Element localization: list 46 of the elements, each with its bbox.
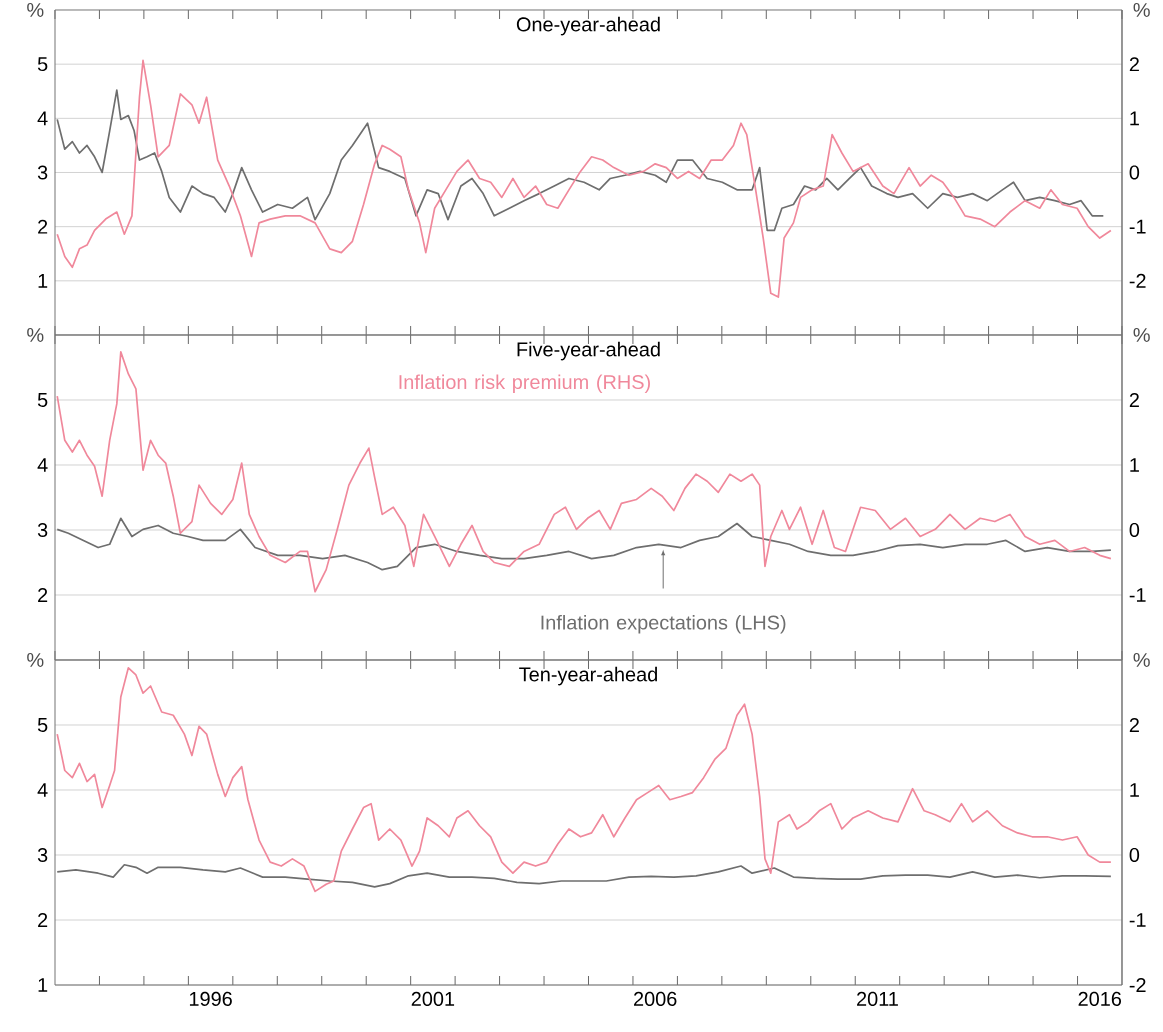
y2-axis-title: % — [1133, 328, 1150, 342]
y2-tick-label: 0 — [1129, 847, 1140, 863]
y-tick-label: 3 — [37, 847, 48, 863]
y-axis-title: % — [27, 328, 44, 342]
y2-tick-label: 0 — [1129, 522, 1140, 538]
y2-tick-label: -1 — [1129, 588, 1146, 602]
y2-tick-label: 1 — [1130, 783, 1139, 797]
line-series — [56, 666, 1112, 893]
y2-tick-label: 2 — [1129, 718, 1139, 732]
x-tick-label: 2001 — [411, 991, 455, 1006]
y-tick-label: 3 — [37, 522, 48, 538]
y2-tick-label: -1 — [1129, 219, 1146, 234]
y-tick-label: 2 — [38, 219, 48, 234]
y2-axis-title: % — [1133, 3, 1150, 17]
y2-tick-label: 0 — [1129, 165, 1140, 180]
y-axis-title: % — [27, 3, 44, 17]
x-tick-label: 2016 — [1078, 991, 1122, 1006]
chart-title: Ten-year-ahead — [519, 666, 657, 686]
y2-tick-label: 1 — [1130, 111, 1139, 126]
y2-tick-label: 2 — [1129, 57, 1139, 72]
text: Inflation expectations (LHS) — [541, 614, 786, 634]
y2-tick-label: -2 — [1129, 978, 1146, 992]
line-series — [56, 59, 1112, 298]
x-tick-label: 1996 — [189, 991, 232, 1006]
y2-tick-label: -1 — [1129, 913, 1146, 927]
x-tick-label: 2006 — [634, 991, 677, 1006]
chart-title: Five-year-ahead — [517, 341, 660, 361]
y-tick-label: 5 — [37, 57, 48, 72]
text: Inflation risk premium (RHS) — [399, 374, 650, 394]
y-tick-label: 5 — [37, 393, 48, 407]
y-tick-label: 2 — [38, 913, 48, 927]
x-tick-label: 2011 — [857, 991, 898, 1006]
y-tick-label: 5 — [37, 718, 48, 732]
y-tick-label: 4 — [37, 783, 48, 797]
chart-title: One-year-ahead — [516, 16, 660, 36]
y-tick-label: 4 — [37, 458, 48, 472]
y-tick-label: 2 — [38, 588, 48, 602]
y2-tick-label: 2 — [1129, 393, 1139, 407]
y2-tick-label: -2 — [1129, 273, 1146, 288]
y-tick-label: 1 — [38, 273, 48, 288]
y-tick-label: 4 — [37, 111, 48, 126]
y2-tick-label: 1 — [1130, 458, 1139, 472]
y-tick-label: 3 — [37, 165, 48, 180]
y-tick-label: 1 — [38, 978, 48, 992]
y-axis-title: % — [27, 653, 44, 667]
y2-axis-title: % — [1133, 653, 1150, 667]
